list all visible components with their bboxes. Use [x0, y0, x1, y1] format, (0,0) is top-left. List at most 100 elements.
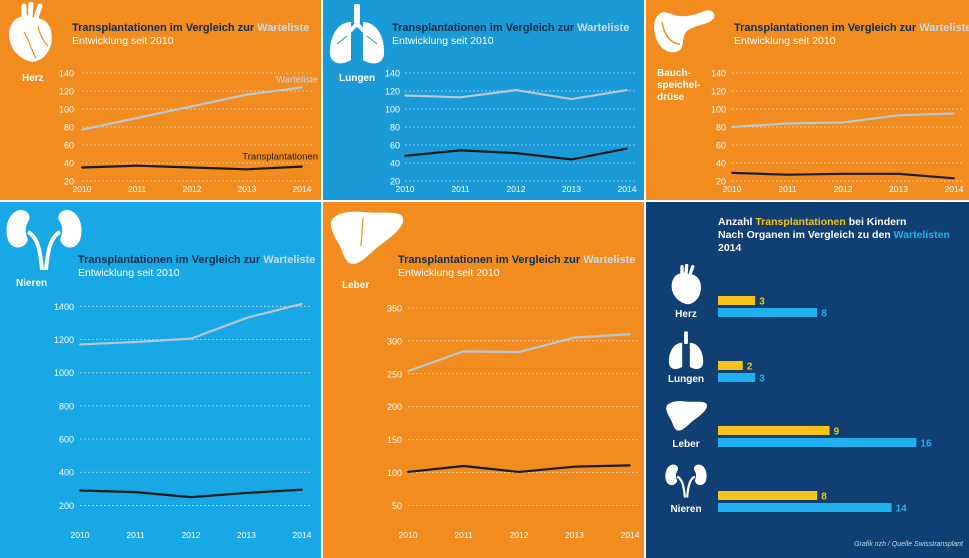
y-tick-label: 200 [387, 402, 402, 412]
x-tick-label: 2012 [183, 184, 202, 194]
chart-panel-leber: Leber Transplantationen im Vergleich zur… [323, 202, 644, 558]
chart-subtitle: Entwicklung seit 2010 [78, 267, 180, 279]
x-tick-label: 2010 [723, 184, 742, 194]
x-tick-label: 2012 [182, 530, 201, 540]
x-tick-label: 2013 [889, 184, 908, 194]
y-tick-label: 800 [59, 401, 74, 411]
line-chart-bauchspeicheldruese: 20 40 60 80 100 120 140 2010 2011 2012 2013 2014 [711, 69, 964, 194]
data-point [786, 173, 789, 176]
transplant-annotation: Transplantationen [242, 152, 318, 163]
data-point [459, 149, 462, 152]
y-tick-label: 40 [390, 159, 400, 169]
waitlist-line [404, 88, 628, 101]
x-tick-label: 2014 [293, 184, 312, 194]
data-point [953, 112, 955, 115]
data-point [462, 465, 465, 467]
title-part: Transplantationen [72, 22, 167, 34]
chart-subtitle: Entwicklung seit 2010 [398, 267, 500, 279]
title-part: Transplantationen [392, 22, 487, 34]
title-part: Transplantationen [398, 254, 493, 266]
title-part: Warteliste [263, 254, 316, 266]
transplant-line [79, 488, 303, 499]
chart-title: Transplantationen im Vergleich zur Warte… [398, 254, 635, 267]
title-part: Warteliste [919, 22, 969, 34]
waitlist-line [731, 112, 955, 129]
x-tick-label: 2013 [238, 184, 257, 194]
organ-label: Lungen [339, 73, 376, 84]
line-chart-nieren: 200 400 600 800 1000 1200 1400 2010 2011 2012 2013… [54, 302, 312, 540]
kids-title-line-2: Nach Organen im Vergleich zu den Warteli… [718, 229, 950, 242]
y-tick-label: 350 [387, 303, 402, 313]
chart-subtitle: Entwicklung seit 2010 [734, 35, 836, 47]
title-part: Wartelisten [893, 229, 950, 241]
credit-note: Grafik nzh / Quelle Swisstransplant [854, 541, 963, 548]
y-tick-label: 140 [711, 69, 726, 79]
data-point [842, 172, 844, 175]
y-tick-label: 100 [387, 468, 402, 478]
liver-icon [330, 211, 404, 264]
data-point [246, 93, 248, 96]
y-tick-label: 300 [387, 336, 402, 346]
data-point [626, 147, 628, 150]
data-point [134, 341, 137, 343]
x-tick-label: 2013 [562, 184, 581, 194]
y-tick-label: 140 [59, 69, 74, 79]
title-part: Warteliste [583, 254, 636, 266]
data-point [786, 122, 789, 125]
x-tick-label: 2011 [128, 184, 147, 194]
title-part: Transplantationen [734, 22, 829, 34]
data-point [245, 492, 248, 494]
data-point [570, 158, 573, 161]
line-chart-herz: 20 40 60 80 100 120 140 2010 2011 2012 2013 2014 War… [59, 69, 318, 195]
waitlist-annotation: Warteliste [276, 74, 318, 85]
organ-label: Nieren [16, 278, 48, 289]
data-point [515, 152, 517, 155]
data-point [246, 168, 248, 171]
chart-panel-herz: Herz Transplantationen im Vergleich zur … [0, 0, 321, 200]
y-tick-label: 120 [385, 87, 400, 97]
y-tick-label: 100 [711, 105, 726, 115]
y-tick-label: 80 [64, 123, 74, 133]
kids-chart-title: Anzahl Transplantationen bei Kindern Nac… [718, 216, 950, 255]
y-tick-label: 120 [711, 87, 726, 97]
heart-icon [671, 264, 701, 305]
x-tick-label: 2012 [834, 184, 853, 194]
pancreas-icon [654, 10, 715, 53]
chart-title: Transplantationen im Vergleich zur Warte… [734, 22, 969, 35]
lungs-icon [329, 4, 385, 64]
title-part: Transplantationen [755, 216, 846, 228]
chart-panel-lungen: Lungen Transplantationen im Vergleich zu… [323, 0, 644, 200]
y-tick-label: 1000 [54, 368, 74, 378]
title-part: bei Kindern [845, 216, 907, 228]
chart-title: Transplantationen im Vergleich zur Warte… [78, 254, 315, 267]
data-point [459, 96, 462, 99]
kidneys-icon [6, 210, 82, 271]
data-point [191, 105, 193, 108]
data-point [897, 172, 900, 175]
data-point [731, 126, 733, 128]
data-point [629, 333, 631, 336]
y-tick-label: 40 [64, 159, 74, 169]
data-point [462, 350, 465, 353]
x-tick-label: 2011 [778, 184, 797, 194]
data-point [301, 488, 303, 491]
chart-panel-nieren: Nieren Transplantationen im Vergleich zu… [0, 202, 321, 558]
x-tick-label: 2012 [510, 530, 529, 540]
title-part: im Vergleich zur [166, 22, 258, 34]
chart-subtitle: Entwicklung seit 2010 [72, 35, 174, 47]
data-point [81, 128, 83, 131]
data-point [518, 351, 520, 353]
x-tick-label: 2014 [945, 184, 964, 194]
y-tick-label: 20 [390, 177, 400, 187]
x-tick-label: 2012 [507, 184, 526, 194]
y-tick-label: 150 [387, 435, 402, 445]
y-tick-label: 60 [716, 141, 726, 151]
x-tick-label: 2013 [565, 530, 584, 540]
data-point [191, 166, 193, 169]
y-tick-label: 400 [59, 468, 74, 478]
data-point [245, 317, 248, 319]
lungs-icon [668, 331, 704, 369]
data-point [190, 337, 192, 340]
organ-label: Bauch- speichel- drüse [657, 68, 701, 103]
y-tick-label: 60 [390, 141, 400, 151]
